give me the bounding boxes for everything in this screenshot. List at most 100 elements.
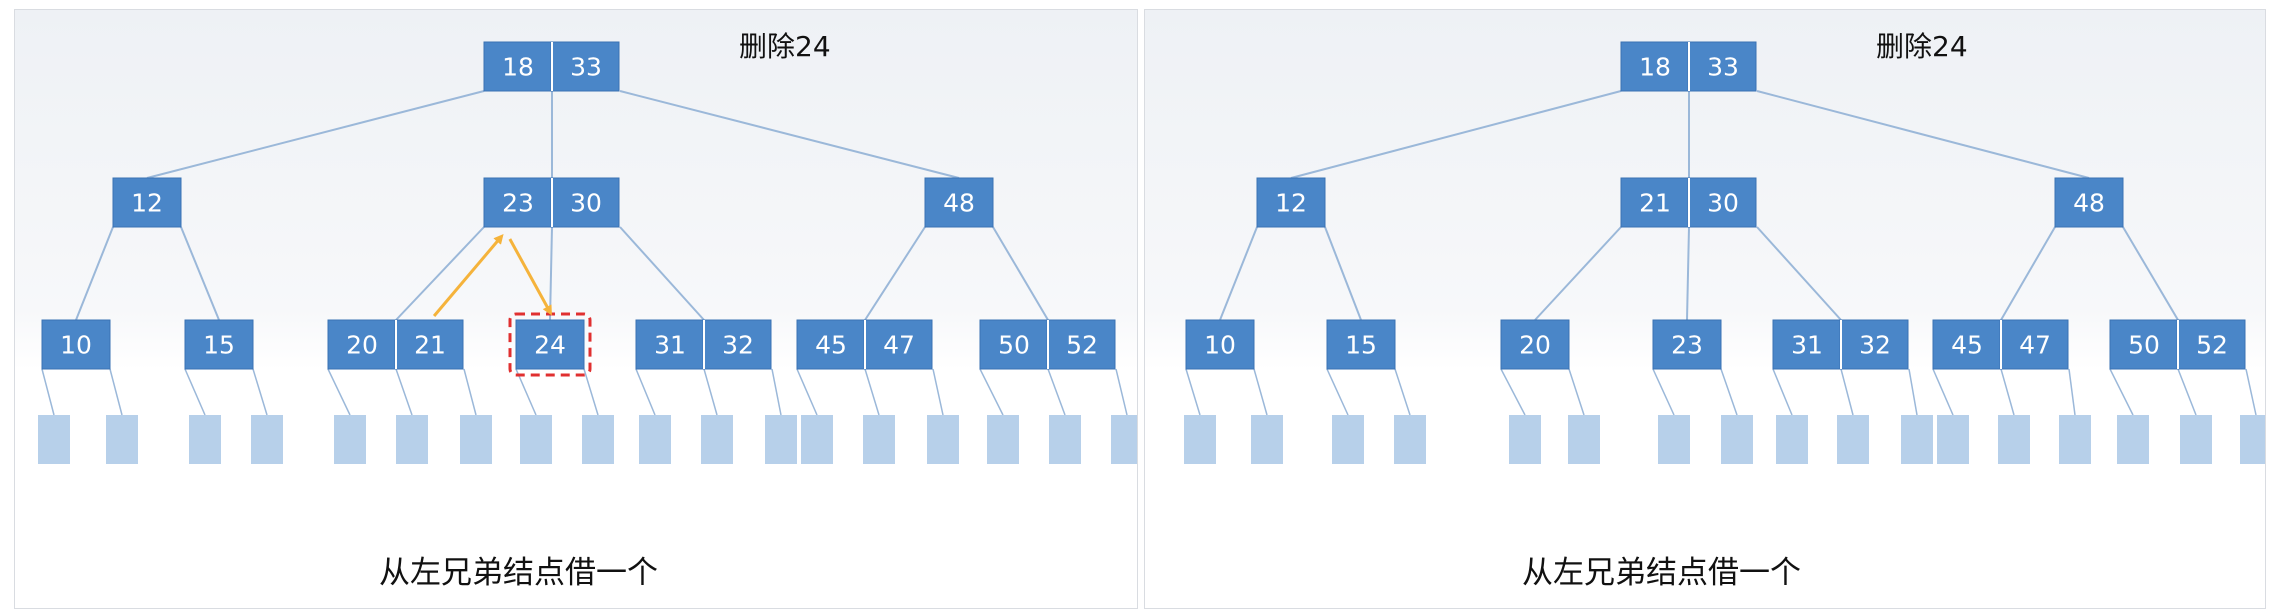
leaf-node: 20 21 bbox=[327, 319, 464, 370]
leaf-node-key-label: 45 bbox=[1951, 331, 1983, 360]
internal-node-key-cell bbox=[1256, 177, 1326, 228]
edge-leaf-to-child bbox=[771, 368, 782, 416]
internal-node-key-label: 30 bbox=[570, 189, 602, 218]
internal-node: 21 30 bbox=[1620, 177, 1757, 228]
internal-node-key-cell bbox=[483, 177, 552, 228]
child-placeholder bbox=[251, 415, 283, 464]
edge-leaf-to-child bbox=[1047, 368, 1066, 416]
edge-leaf-to-child bbox=[41, 368, 55, 416]
edge-leaf-to-child bbox=[1500, 368, 1526, 416]
edge-internal-to-leaf bbox=[2000, 226, 2056, 321]
child-placeholder bbox=[460, 415, 492, 464]
leaf-node-key-cell bbox=[864, 319, 933, 370]
edge-leaf-to-child bbox=[109, 368, 123, 416]
child-placeholder bbox=[2240, 415, 2265, 464]
leaf-node-key-label: 52 bbox=[2196, 331, 2228, 360]
edge-internal-to-leaf bbox=[619, 226, 705, 321]
root-node-key-label: 18 bbox=[502, 53, 534, 82]
root-node-key-label: 33 bbox=[1707, 53, 1739, 82]
internal-node-key-label: 48 bbox=[943, 189, 975, 218]
edge-leaf-to-child bbox=[1652, 368, 1675, 416]
internal-node-key-cell bbox=[112, 177, 182, 228]
edge-internal-to-leaf bbox=[549, 226, 553, 321]
edge-leaf-to-child bbox=[1568, 368, 1585, 416]
root-node-key-cell bbox=[1620, 41, 1689, 92]
edge-leaf-to-child bbox=[796, 368, 818, 416]
child-placeholder bbox=[1184, 415, 1216, 464]
edge-internal-to-leaf bbox=[992, 226, 1049, 321]
edge-internal-to-leaf bbox=[75, 226, 114, 321]
edge-root-to-internal bbox=[619, 90, 960, 179]
leaf-node-key-label: 50 bbox=[2128, 331, 2160, 360]
edge-internal-to-leaf bbox=[864, 226, 926, 321]
internal-node-key-label: 12 bbox=[131, 189, 163, 218]
leaf-node-key-cell bbox=[1326, 319, 1396, 370]
leaf-node-key-label: 20 bbox=[1519, 331, 1551, 360]
root-node: 18 33 bbox=[483, 41, 620, 92]
edge-internal-to-leaf bbox=[1534, 226, 1622, 321]
edge-leaf-to-child bbox=[1115, 368, 1128, 416]
internal-node: 12 bbox=[1256, 177, 1326, 228]
leaf-node-key-label: 21 bbox=[414, 331, 446, 360]
leaf-node-key-label: 20 bbox=[346, 331, 378, 360]
leaf-node-key-label: 15 bbox=[1345, 331, 1377, 360]
leaf-node: 15 bbox=[184, 319, 254, 370]
root-node-key-cell bbox=[483, 41, 552, 92]
internal-node-key-label: 21 bbox=[1639, 189, 1671, 218]
leaf-node-key-cell bbox=[1652, 319, 1722, 370]
leaf-node: 10 bbox=[1185, 319, 1255, 370]
edge-leaf-to-child bbox=[2068, 368, 2076, 416]
leaf-node-key-cell bbox=[979, 319, 1048, 370]
leaf-node-key-cell bbox=[635, 319, 704, 370]
leaf-node-key-label: 24 bbox=[534, 331, 566, 360]
edge-leaf-to-child bbox=[1253, 368, 1268, 416]
internal-node-key-cell bbox=[2054, 177, 2124, 228]
child-placeholder bbox=[1658, 415, 1690, 464]
leaf-node-key-label: 10 bbox=[60, 331, 92, 360]
borrow-arrow-down bbox=[508, 238, 552, 316]
edge-leaf-to-child bbox=[1908, 368, 1918, 416]
edge-internal-to-leaf bbox=[2122, 226, 2179, 321]
child-placeholder bbox=[520, 415, 552, 464]
edge-leaf-to-child bbox=[635, 368, 656, 416]
diagram-caption: 从左兄弟结点借一个 bbox=[1522, 555, 1801, 591]
internal-node-key-cell bbox=[924, 177, 994, 228]
internal-node: 23 30 bbox=[483, 177, 620, 228]
leaf-node-key-cell bbox=[327, 319, 396, 370]
borrow-arrow-up bbox=[432, 233, 504, 317]
child-placeholder bbox=[801, 415, 833, 464]
root-node-key-cell bbox=[551, 41, 620, 92]
internal-node: 12 bbox=[112, 177, 182, 228]
root-node-key-label: 18 bbox=[1639, 53, 1671, 82]
leaf-node-key-label: 52 bbox=[1066, 331, 1098, 360]
edge-internal-to-leaf bbox=[395, 226, 485, 321]
child-placeholder bbox=[106, 415, 138, 464]
leaf-node: 31 32 bbox=[635, 319, 772, 370]
leaf-node: 20 bbox=[1500, 319, 1570, 370]
edge-leaf-to-child bbox=[1932, 368, 1954, 416]
edge-leaf-to-child bbox=[703, 368, 718, 416]
child-placeholder bbox=[1721, 415, 1753, 464]
leaf-node-key-label: 15 bbox=[203, 331, 235, 360]
edge-leaf-to-child bbox=[2177, 368, 2197, 416]
diagram-title: 删除24 bbox=[739, 30, 831, 63]
root-node-key-label: 33 bbox=[570, 53, 602, 82]
leaf-node-key-cell bbox=[1500, 319, 1570, 370]
leaf-node: 50 52 bbox=[979, 319, 1116, 370]
edge-leaf-to-child bbox=[2245, 368, 2257, 416]
edge-leaf-to-child bbox=[1394, 368, 1411, 416]
child-placeholder bbox=[334, 415, 366, 464]
edge-root-to-internal bbox=[1290, 90, 1622, 179]
child-placeholder bbox=[2117, 415, 2149, 464]
leaf-node-key-cell bbox=[41, 319, 111, 370]
edge-root-to-internal bbox=[1756, 90, 2090, 179]
internal-node-key-label: 23 bbox=[502, 189, 534, 218]
leaf-node-key-label: 47 bbox=[883, 331, 915, 360]
internal-node-key-label: 30 bbox=[1707, 189, 1739, 218]
leaf-node: 50 52 bbox=[2109, 319, 2246, 370]
leaf-node-key-label: 31 bbox=[1791, 331, 1823, 360]
internal-node: 48 bbox=[924, 177, 994, 228]
child-placeholder bbox=[1509, 415, 1541, 464]
edge-leaf-to-child bbox=[583, 368, 599, 416]
child-placeholder bbox=[1776, 415, 1808, 464]
